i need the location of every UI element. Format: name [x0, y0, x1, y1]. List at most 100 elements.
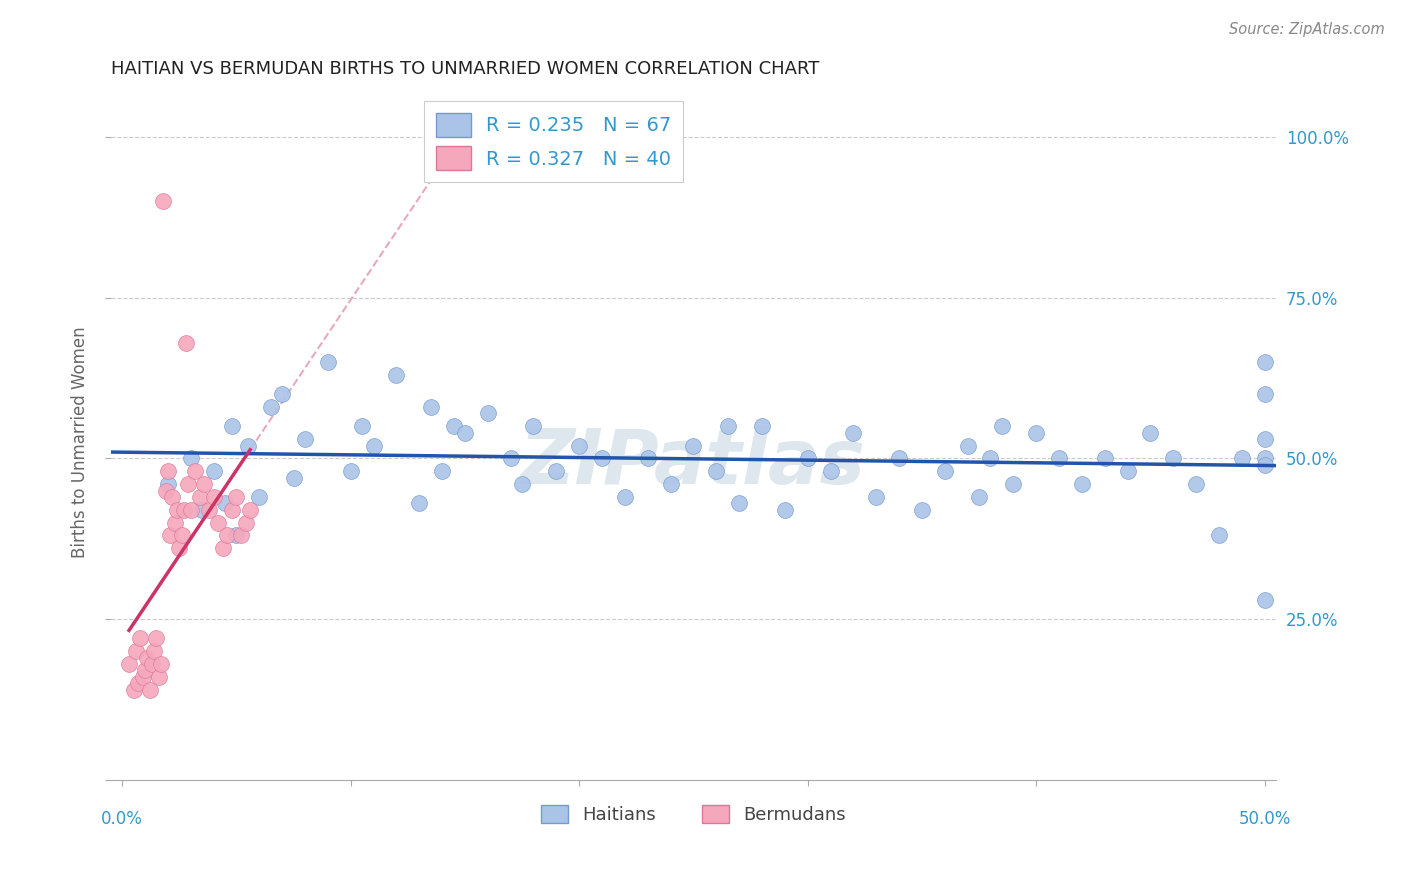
Point: [1185, 477, 1208, 491]
Y-axis label: Births to Unmarried Women: Births to Unmarried Women: [72, 326, 89, 558]
Point: [385, 368, 408, 382]
Point: [132, 670, 155, 684]
Point: [247, 490, 270, 504]
Point: [136, 650, 159, 665]
Point: [129, 632, 152, 646]
Point: [1025, 425, 1047, 440]
Point: [202, 490, 225, 504]
Point: [1161, 451, 1184, 466]
Point: [163, 516, 186, 530]
Point: [177, 477, 200, 491]
Legend: Haitians, Bermudans: Haitians, Bermudans: [534, 797, 853, 831]
Point: [1208, 528, 1230, 542]
Point: [1047, 451, 1070, 466]
Point: [174, 335, 197, 350]
Point: [339, 464, 361, 478]
Point: [134, 664, 156, 678]
Point: [188, 490, 211, 504]
Point: [229, 528, 252, 542]
Point: [193, 477, 215, 491]
Point: [225, 528, 247, 542]
Point: [820, 464, 842, 478]
Point: [225, 490, 247, 504]
Point: [408, 496, 430, 510]
Point: [979, 451, 1001, 466]
Point: [138, 682, 160, 697]
Point: [637, 451, 659, 466]
Point: [1230, 451, 1253, 466]
Point: [352, 419, 374, 434]
Point: [235, 516, 257, 530]
Point: [198, 503, 221, 517]
Point: [1139, 425, 1161, 440]
Point: [704, 464, 727, 478]
Point: [217, 528, 239, 542]
Text: ZIPatlas: ZIPatlas: [520, 425, 866, 500]
Point: [751, 419, 773, 434]
Point: [499, 451, 522, 466]
Point: [125, 644, 148, 658]
Point: [152, 194, 174, 209]
Point: [842, 425, 865, 440]
Point: [477, 406, 499, 420]
Point: [294, 432, 316, 446]
Point: [156, 477, 179, 491]
Point: [659, 477, 682, 491]
Point: [180, 503, 202, 517]
Point: [214, 496, 236, 510]
Point: [150, 657, 173, 671]
Point: [522, 419, 544, 434]
Point: [148, 670, 170, 684]
Point: [1116, 464, 1139, 478]
Point: [1253, 355, 1275, 369]
Point: [169, 541, 191, 556]
Point: [911, 503, 934, 517]
Point: [202, 464, 225, 478]
Point: [221, 503, 243, 517]
Point: [363, 439, 385, 453]
Point: [155, 483, 177, 498]
Point: [510, 477, 533, 491]
Point: [443, 419, 465, 434]
Text: 50.0%: 50.0%: [1239, 810, 1291, 828]
Point: [1253, 592, 1275, 607]
Text: 0.0%: 0.0%: [101, 810, 143, 828]
Point: [141, 657, 163, 671]
Point: [728, 496, 751, 510]
Point: [283, 471, 305, 485]
Point: [967, 490, 990, 504]
Point: [1253, 432, 1275, 446]
Point: [568, 439, 591, 453]
Point: [1002, 477, 1025, 491]
Point: [211, 541, 233, 556]
Point: [180, 451, 202, 466]
Point: [159, 528, 181, 542]
Point: [1094, 451, 1116, 466]
Point: [236, 439, 259, 453]
Point: [170, 528, 193, 542]
Point: [239, 503, 262, 517]
Point: [221, 419, 243, 434]
Point: [191, 503, 214, 517]
Point: [454, 425, 477, 440]
Point: [865, 490, 887, 504]
Point: [156, 464, 179, 478]
Point: [419, 400, 441, 414]
Point: [1253, 387, 1275, 401]
Point: [887, 451, 910, 466]
Point: [271, 387, 294, 401]
Point: [1253, 458, 1275, 472]
Point: [717, 419, 740, 434]
Point: [546, 464, 568, 478]
Text: Source: ZipAtlas.com: Source: ZipAtlas.com: [1229, 22, 1385, 37]
Point: [145, 632, 167, 646]
Point: [162, 490, 184, 504]
Point: [934, 464, 956, 478]
Point: [956, 439, 979, 453]
Point: [591, 451, 613, 466]
Point: [430, 464, 453, 478]
Point: [127, 676, 149, 690]
Point: [143, 644, 166, 658]
Point: [316, 355, 339, 369]
Point: [184, 464, 207, 478]
